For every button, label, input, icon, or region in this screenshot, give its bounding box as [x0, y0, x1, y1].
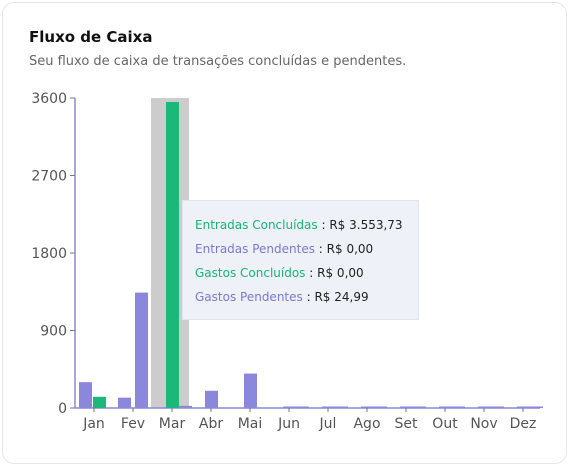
bar-gastos-pendentes: [413, 406, 426, 408]
bar-gastos-pendentes: [452, 406, 465, 408]
tooltip-separator: :: [306, 290, 311, 304]
x-tick-label: Abr: [199, 416, 223, 432]
tooltip-label: Entradas Pendentes: [195, 242, 315, 256]
x-tick-label: Jan: [82, 416, 105, 432]
bar-gastos-pendentes: [374, 406, 387, 408]
tooltip-value: R$ 3.553,73: [329, 218, 403, 232]
tooltip-row: Entradas Pendentes : R$ 0,00: [195, 237, 418, 261]
tooltip-value: R$ 24,99: [314, 290, 369, 304]
tooltip-row: Gastos Concluídos : R$ 0,00: [195, 261, 418, 285]
x-tick-label: Fev: [121, 416, 145, 432]
bar-entradas-pendentes: [322, 406, 335, 408]
bar-entradas-pendentes: [205, 390, 218, 408]
bar-gastos-pendentes: [491, 406, 504, 408]
bar-entradas-pendentes: [244, 373, 257, 408]
bar-entradas-pendentes: [439, 406, 452, 408]
tooltip-row: Gastos Pendentes : R$ 24,99: [195, 285, 418, 309]
tooltip-label: Entradas Concluídas: [195, 218, 318, 232]
x-tick-label: Dez: [510, 416, 537, 432]
y-tick-label: 900: [40, 324, 67, 340]
card-subtitle: Seu fluxo de caixa de transações concluí…: [29, 54, 407, 69]
x-tick-label: Set: [395, 416, 419, 432]
bar-entradas-pendentes: [400, 406, 413, 408]
bar-gastos-concluidos: [93, 396, 106, 408]
tooltip-label: Gastos Concluídos: [195, 266, 306, 280]
bar-entradas-pendentes: [283, 406, 296, 408]
tooltip-value: R$ 0,00: [317, 266, 364, 280]
tooltip-row: Entradas Concluídas : R$ 3.553,73: [195, 213, 418, 237]
x-tick-label: Mai: [238, 416, 263, 432]
tooltip-separator: :: [318, 242, 323, 256]
bar-gastos-concluidos: [166, 101, 179, 408]
y-tick-label: 3600: [31, 91, 67, 107]
tooltip-label: Gastos Pendentes: [195, 290, 303, 304]
x-tick-label: Mar: [159, 416, 186, 432]
y-tick-label: 0: [58, 401, 67, 417]
tooltip-separator: :: [309, 266, 314, 280]
chart-tooltip: Entradas Concluídas : R$ 3.553,73 Entrad…: [182, 200, 419, 320]
x-tick-label: Out: [432, 416, 458, 432]
bar-entradas-pendentes: [135, 292, 148, 408]
x-tick-label: Nov: [470, 416, 497, 432]
x-tick-label: Ago: [353, 416, 380, 432]
bar-gastos-pendentes: [296, 406, 309, 408]
x-tick-label: Jul: [319, 416, 337, 432]
bar-entradas-pendentes: [517, 406, 530, 408]
bar-gastos-pendentes: [179, 405, 192, 408]
tooltip-separator: :: [321, 218, 326, 232]
x-tick-label: Jun: [277, 416, 300, 432]
y-tick-label: 1800: [31, 246, 67, 262]
bar-gastos-pendentes: [118, 397, 131, 408]
bar-entradas-pendentes: [478, 406, 491, 408]
bar-gastos-pendentes: [335, 406, 348, 408]
bar-entradas-pendentes: [361, 406, 374, 408]
bar-gastos-pendentes: [530, 406, 543, 408]
tooltip-value: R$ 0,00: [326, 242, 374, 256]
y-tick-label: 2700: [31, 169, 67, 185]
bar-gastos-pendentes: [79, 382, 92, 408]
card-title: Fluxo de Caixa: [29, 28, 153, 46]
